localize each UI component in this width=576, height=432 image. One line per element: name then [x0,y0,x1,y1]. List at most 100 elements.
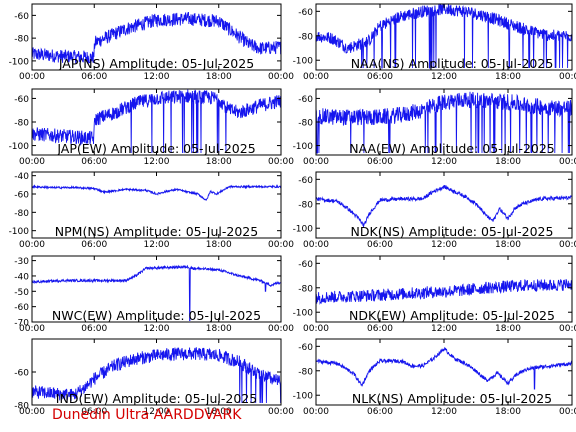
x-tick-label: 06:00 [367,157,393,167]
series-line-3-1 [31,89,282,154]
y-tick-label: -100 [293,309,314,319]
x-tick-label: 12:00 [431,72,457,82]
x-tick-label: 12:00 [431,157,457,167]
chart-title: IND(EW) Amplitude: 05-Jul-2025 [56,391,257,406]
x-tick-label: 00:00 [268,324,294,334]
chart-panel-10: -100 -80 -60 00:00 06:00 12:00 18:00 00:00 NLK(N… [293,338,576,417]
chart-panel-6: -100 -80 -60 00:00 06:00 12:00 18:00 00:00 NDK(N… [293,171,576,250]
y-tick-label: -50 [14,288,29,298]
series-line-4-1 [315,91,573,154]
x-tick-label: 00:00 [303,240,329,250]
x-tick-label: 18:00 [495,240,521,250]
chart-title: JAP(EW) Amplitude: 05-Jul-2025 [56,141,255,156]
x-tick-label: 12:00 [431,324,457,334]
chart-panel-2: -100 -80 -60 00:00 06:00 12:00 18:00 00:00 NAA(N… [293,3,576,82]
x-tick-label: 00:00 [268,240,294,250]
chart-title: NWC(EW) Amplitude: 05-Jul-2025 [52,308,261,323]
y-tick-label: -70 [14,319,29,329]
chart-panel-8: -100 -80 -60 00:00 06:00 12:00 18:00 00:00 NDK(E… [293,255,576,334]
x-tick-label: 06:00 [367,324,393,334]
x-tick-label: 12:00 [144,157,170,167]
chart-title: NDK(NS) Amplitude: 05-Jul-2025 [351,224,554,239]
y-tick-label: -80 [298,284,313,294]
x-tick-label: 00:00 [19,324,45,334]
y-tick-label: -60 [298,343,313,353]
x-tick-label: 00:00 [303,72,329,82]
y-tick-label: -60 [298,8,313,18]
x-tick-label: 18:00 [206,72,232,82]
chart-title: NLK(NS) Amplitude: 05-Jul-2025 [352,391,552,406]
chart-panel-1: -100 -80 -60 00:00 06:00 12:00 18:00 00:00 JAP(N… [9,3,294,82]
x-tick-label: 12:00 [144,240,170,250]
x-tick-label: 00:00 [303,157,329,167]
chart-title: NDK(EW) Amplitude: 05-Jul-2025 [349,308,555,323]
x-tick-label: 18:00 [206,324,232,334]
series-line-5-1 [31,184,282,201]
y-tick-label: -60 [14,303,29,313]
x-tick-label: 06:00 [81,407,107,417]
x-tick-label: 00:00 [559,240,576,250]
y-tick-label: -100 [293,392,314,402]
x-tick-label: 18:00 [206,157,232,167]
x-tick-label: 06:00 [81,157,107,167]
x-tick-label: 00:00 [19,240,45,250]
chart-panel-3: -100 -80 -60 00:00 06:00 12:00 18:00 00:00 JAP(E… [9,88,294,167]
x-tick-label: 18:00 [495,157,521,167]
chart-title: NPM(NS) Amplitude: 05-Jul-2025 [55,224,258,239]
series-line-9-1 [31,347,282,404]
series-line-2-1 [315,3,573,69]
x-tick-label: 12:00 [144,72,170,82]
x-tick-label: 00:00 [268,407,294,417]
y-tick-label: -60 [298,176,313,186]
x-tick-label: 00:00 [19,72,45,82]
x-tick-label: 18:00 [495,324,521,334]
x-tick-label: 00:00 [559,157,576,167]
y-tick-label: -60 [298,95,313,105]
y-tick-label: -80 [298,200,313,210]
x-tick-label: 06:00 [81,72,107,82]
x-tick-label: 18:00 [495,407,521,417]
x-tick-label: 12:00 [431,240,457,250]
y-tick-label: -60 [298,260,313,270]
y-tick-label: -40 [14,172,29,182]
chart-title: NAA(NS) Amplitude: 05-Jul-2025 [351,56,554,71]
x-tick-label: 00:00 [268,72,294,82]
y-tick-label: -60 [14,369,29,379]
y-tick-label: -80 [14,209,29,219]
x-tick-label: 00:00 [559,407,576,417]
y-tick-label: -60 [14,12,29,22]
y-tick-label: -40 [14,272,29,282]
chart-panel-7: -70 -60 -50 -40 -30 00:00 06:00 12:00 18:00 00:00… [14,255,294,334]
x-tick-label: 00:00 [559,324,576,334]
x-tick-label: 12:00 [431,407,457,417]
series-line-1-1 [31,12,282,65]
chart-panel-4: -100 -80 -60 00:00 06:00 12:00 18:00 00:00 NAA(E… [293,88,576,167]
x-tick-label: 06:00 [367,72,393,82]
y-tick-label: -100 [9,57,30,67]
y-tick-label: -80 [298,32,313,42]
y-tick-label: -80 [14,119,29,129]
y-tick-label: -60 [14,95,29,105]
x-tick-label: 06:00 [367,240,393,250]
x-tick-label: 00:00 [19,157,45,167]
x-tick-label: 18:00 [206,407,232,417]
y-tick-label: -100 [293,142,314,152]
y-tick-label: -30 [14,257,29,267]
x-tick-label: 06:00 [81,324,107,334]
series-line-7-1 [31,264,282,321]
y-tick-label: -100 [293,57,314,67]
x-tick-label: 18:00 [495,72,521,82]
footer-label: Dunedin Ultra AARDDVARK [52,407,242,423]
x-tick-label: 00:00 [303,407,329,417]
x-tick-label: 06:00 [81,240,107,250]
chart-title: JAP(NS) Amplitude: 05-Jul-2025 [58,56,254,71]
x-tick-label: 06:00 [367,407,393,417]
series-line-6-1 [315,185,573,228]
x-tick-label: 12:00 [144,407,170,417]
y-tick-label: -80 [298,119,313,129]
series-line-10-1 [315,346,573,390]
y-tick-label: -100 [293,225,314,235]
x-tick-label: 12:00 [144,324,170,334]
x-tick-label: 00:00 [268,157,294,167]
